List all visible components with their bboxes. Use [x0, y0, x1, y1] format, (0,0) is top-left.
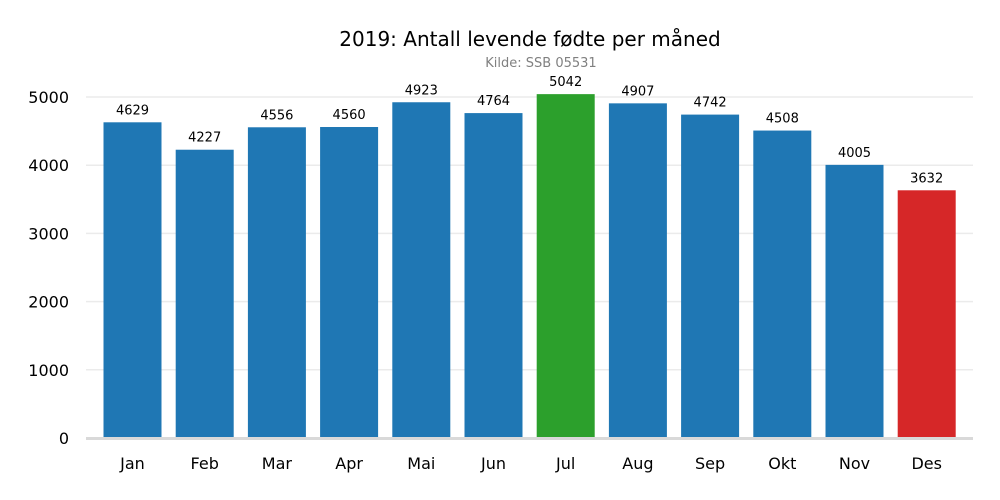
- x-tick-label: Jul: [555, 454, 575, 473]
- y-tick-label: 2000: [28, 293, 69, 312]
- y-tick-label: 4000: [28, 156, 69, 175]
- data-label: 4556: [260, 108, 293, 123]
- bar-mai: [392, 102, 451, 438]
- x-tick-label: Aug: [622, 454, 653, 473]
- bar-jan: [103, 122, 162, 439]
- data-label: 4005: [838, 146, 871, 161]
- y-tick-label: 3000: [28, 224, 69, 243]
- data-label: 4907: [621, 84, 654, 99]
- x-tick-label: Mai: [407, 454, 435, 473]
- bars: [103, 94, 956, 439]
- bar-nov: [825, 164, 884, 438]
- data-label: 4508: [766, 112, 799, 127]
- bar-apr: [320, 127, 379, 439]
- bar-okt: [753, 130, 812, 439]
- x-tick-label: Apr: [335, 454, 363, 473]
- y-axis: 0 1000 2000 3000 4000 5000: [28, 88, 69, 448]
- y-tick-label: 1000: [28, 361, 69, 380]
- data-label: 4923: [405, 83, 438, 98]
- x-tick-label: Des: [911, 454, 942, 473]
- x-tick-label: Sep: [695, 454, 725, 473]
- chart-subtitle: Kilde: SSB 05531: [485, 56, 596, 71]
- x-tick-label: Jan: [119, 454, 145, 473]
- x-tick-label: Jun: [480, 454, 506, 473]
- x-tick-label: Okt: [768, 454, 796, 473]
- data-labels: 4629 4227 4556 4560 4923 4764 5042 4907 4742 4508…: [116, 75, 943, 186]
- bar-sep: [681, 114, 740, 439]
- x-tick-label: Feb: [191, 454, 219, 473]
- gridlines: [86, 96, 973, 371]
- x-tick-label: Nov: [839, 454, 870, 473]
- y-tick-label: 5000: [28, 88, 69, 107]
- bar-jun: [464, 113, 523, 438]
- x-tick-label: Mar: [262, 454, 293, 473]
- data-label: 3632: [910, 171, 943, 186]
- y-tick-label: 0: [59, 429, 69, 448]
- data-label: 4764: [477, 94, 510, 109]
- bar-des: [897, 190, 956, 438]
- data-label: 4742: [694, 96, 727, 111]
- data-label: 5042: [549, 75, 582, 90]
- chart-title: 2019: Antall levende fødte per måned: [339, 27, 720, 51]
- data-label: 4227: [188, 131, 221, 146]
- bar-aug: [608, 103, 667, 439]
- data-label: 4560: [333, 108, 366, 123]
- bar-mar: [247, 127, 306, 439]
- bar-feb: [175, 149, 234, 438]
- x-axis: Jan Feb Mar Apr Mai Jun Jul Aug Sep Okt Nov Des: [119, 454, 942, 473]
- data-label: 4629: [116, 103, 149, 118]
- bar-jul: [536, 94, 595, 439]
